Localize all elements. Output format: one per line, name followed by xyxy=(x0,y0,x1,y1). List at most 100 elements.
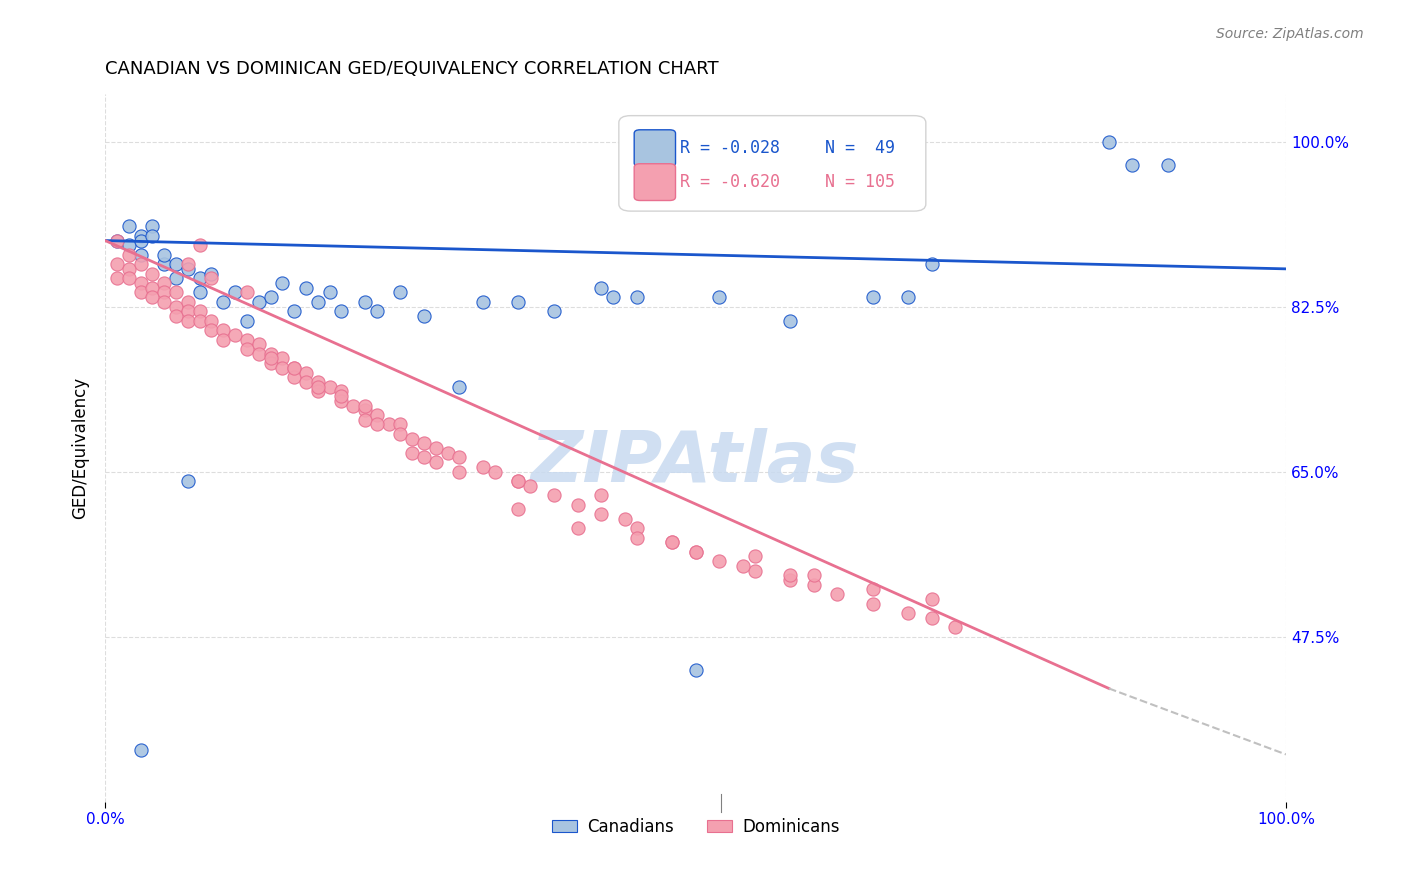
Dominicans xyxy=(862,597,884,611)
Canadians xyxy=(118,219,141,234)
Canadians xyxy=(259,290,281,304)
Dominicans xyxy=(744,549,766,564)
Dominicans xyxy=(827,587,849,601)
Dominicans xyxy=(921,611,943,625)
Dominicans xyxy=(626,521,648,535)
Canadians xyxy=(685,663,707,677)
Dominicans xyxy=(118,248,141,262)
Dominicans xyxy=(105,257,128,271)
Canadians xyxy=(188,285,211,300)
Dominicans xyxy=(508,474,530,488)
Canadians xyxy=(449,380,471,394)
Dominicans xyxy=(567,498,589,512)
Dominicans xyxy=(283,360,305,375)
Dominicans xyxy=(200,271,222,285)
Dominicans xyxy=(401,446,423,460)
Dominicans xyxy=(259,351,281,366)
Dominicans xyxy=(318,380,340,394)
Dominicans xyxy=(259,356,281,370)
Canadians xyxy=(591,281,613,295)
Text: ZIPAtlas: ZIPAtlas xyxy=(531,427,860,497)
Dominicans xyxy=(295,366,318,380)
Canadians xyxy=(200,267,222,281)
Canadians xyxy=(247,294,270,309)
Dominicans xyxy=(921,591,943,606)
Canadians xyxy=(779,314,801,328)
Dominicans xyxy=(401,432,423,446)
Dominicans xyxy=(377,417,399,432)
Dominicans xyxy=(330,393,353,408)
Dominicans xyxy=(685,545,707,559)
Canadians xyxy=(472,294,495,309)
Text: CANADIAN VS DOMINICAN GED/EQUIVALENCY CORRELATION CHART: CANADIAN VS DOMINICAN GED/EQUIVALENCY CO… xyxy=(105,60,718,78)
Canadians xyxy=(236,314,259,328)
Dominicans xyxy=(165,285,187,300)
Canadians xyxy=(307,294,329,309)
Dominicans xyxy=(779,573,801,587)
Canadians xyxy=(862,290,884,304)
Dominicans xyxy=(567,521,589,535)
Dominicans xyxy=(118,261,141,276)
Y-axis label: GED/Equivalency: GED/Equivalency xyxy=(72,377,89,519)
Canadians xyxy=(389,285,412,300)
Dominicans xyxy=(283,360,305,375)
Canadians xyxy=(129,742,152,756)
Dominicans xyxy=(165,300,187,314)
Dominicans xyxy=(165,309,187,323)
Dominicans xyxy=(803,568,825,582)
Dominicans xyxy=(236,342,259,356)
FancyBboxPatch shape xyxy=(634,164,675,201)
Canadians xyxy=(921,257,943,271)
Dominicans xyxy=(413,436,436,450)
Dominicans xyxy=(141,290,163,304)
Dominicans xyxy=(413,450,436,465)
Dominicans xyxy=(283,370,305,384)
Dominicans xyxy=(177,304,200,318)
Dominicans xyxy=(862,582,884,597)
Canadians xyxy=(153,257,176,271)
Dominicans xyxy=(247,337,270,351)
Canadians xyxy=(153,248,176,262)
Text: Source: ZipAtlas.com: Source: ZipAtlas.com xyxy=(1216,27,1364,41)
Dominicans xyxy=(436,446,458,460)
Text: N = 105: N = 105 xyxy=(825,173,896,191)
Dominicans xyxy=(484,465,506,479)
Text: R = -0.028: R = -0.028 xyxy=(681,139,780,157)
Canadians xyxy=(330,304,353,318)
Dominicans xyxy=(177,257,200,271)
Dominicans xyxy=(153,285,176,300)
Dominicans xyxy=(271,360,294,375)
Dominicans xyxy=(105,234,128,248)
Canadians xyxy=(366,304,388,318)
Dominicans xyxy=(153,276,176,290)
Dominicans xyxy=(236,285,259,300)
Dominicans xyxy=(389,417,412,432)
Dominicans xyxy=(236,333,259,347)
Dominicans xyxy=(153,294,176,309)
Canadians xyxy=(141,219,163,234)
Dominicans xyxy=(508,474,530,488)
Dominicans xyxy=(188,238,211,252)
Canadians xyxy=(271,276,294,290)
Canadians xyxy=(188,271,211,285)
Dominicans xyxy=(129,285,152,300)
Dominicans xyxy=(200,314,222,328)
Canadians xyxy=(1121,158,1143,172)
Dominicans xyxy=(224,327,246,342)
Dominicans xyxy=(354,403,377,417)
Dominicans xyxy=(354,413,377,427)
Dominicans xyxy=(307,380,329,394)
Canadians xyxy=(318,285,340,300)
Canadians xyxy=(105,234,128,248)
Dominicans xyxy=(247,347,270,361)
Canadians xyxy=(602,290,624,304)
Dominicans xyxy=(105,271,128,285)
Dominicans xyxy=(449,450,471,465)
Canadians xyxy=(118,238,141,252)
Dominicans xyxy=(744,564,766,578)
Dominicans xyxy=(543,488,565,502)
Dominicans xyxy=(366,417,388,432)
Canadians xyxy=(129,248,152,262)
Dominicans xyxy=(425,455,447,469)
Dominicans xyxy=(449,465,471,479)
